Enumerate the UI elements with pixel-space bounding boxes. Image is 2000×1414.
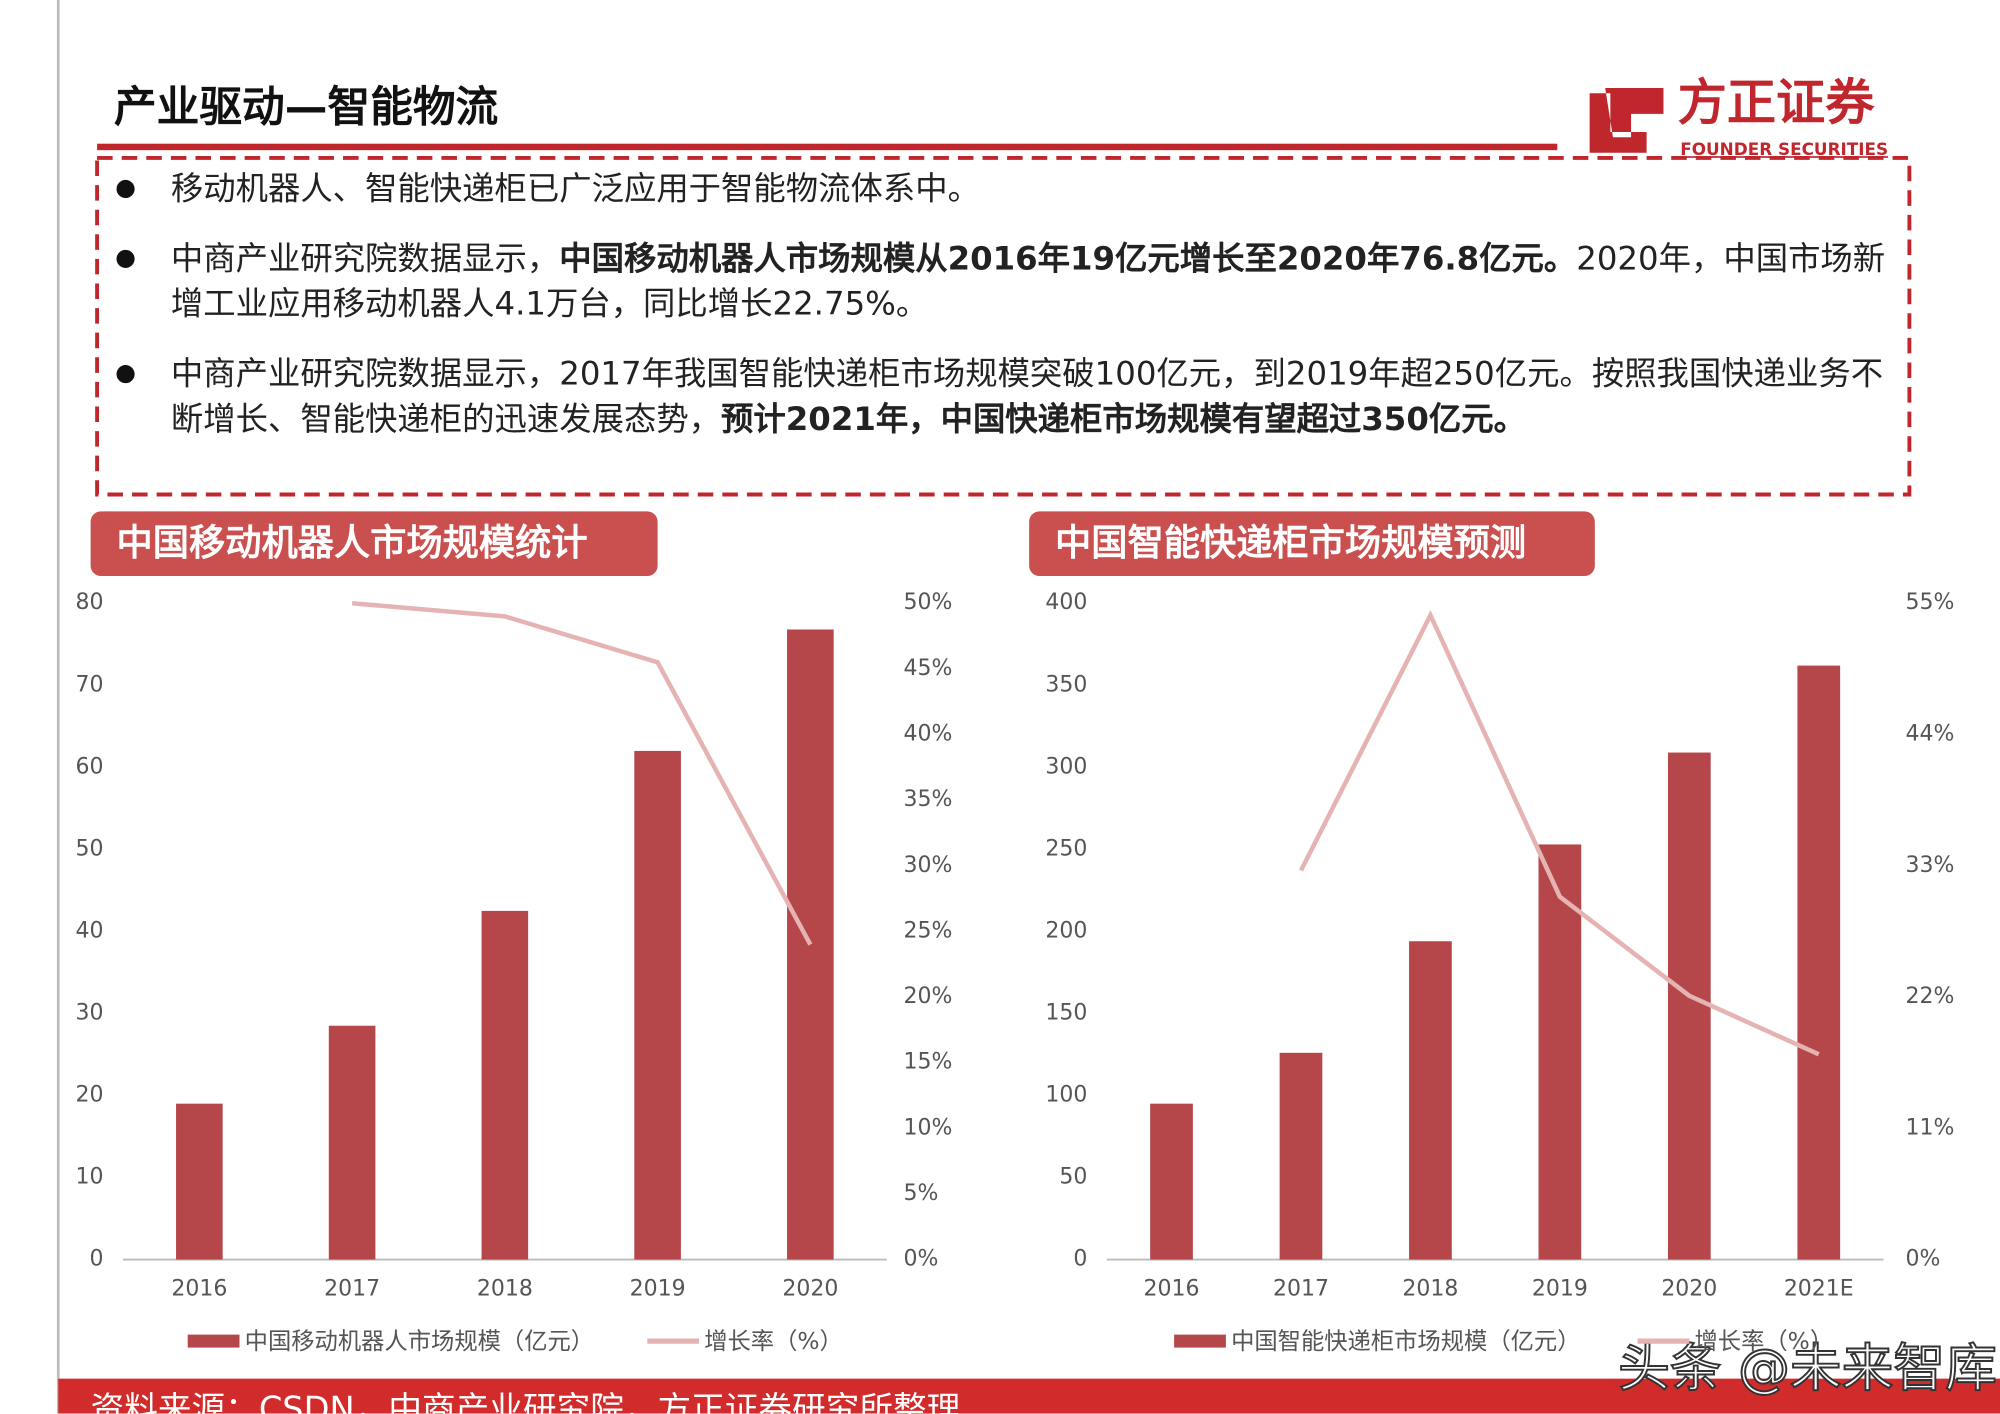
- bar: [481, 910, 529, 1260]
- y2-tick-label: 44%: [1906, 721, 1955, 746]
- bullet-text: 2020年，中国市场新增工业应用移动机器人4.1万台，同比增长22.75%。: [170, 239, 1886, 323]
- legend-swatch: [187, 1334, 240, 1348]
- bar: [1797, 665, 1841, 1260]
- x-tick-label: 2016: [1144, 1276, 1200, 1301]
- y-tick-label: 70: [76, 672, 104, 697]
- y-tick-label: 100: [1045, 1082, 1087, 1107]
- chart-title: 中国移动机器人市场规模统计: [117, 521, 588, 564]
- text-box: [95, 155, 1912, 497]
- bar: [176, 1103, 223, 1260]
- logo-cn: 方正证券: [1678, 74, 1876, 132]
- chart-title-box: [1029, 511, 1595, 577]
- y-tick-label: 150: [1045, 1000, 1087, 1025]
- bullet: 移动机器人、智能快递柜已广泛应用于智能物流体系中。: [110, 166, 1890, 211]
- y2-tick-label: 55%: [1906, 590, 1955, 615]
- x-tick-label: 2020: [1661, 1276, 1717, 1301]
- y2-tick-label: 25%: [904, 918, 953, 943]
- x-tick-label: 2017: [324, 1276, 380, 1301]
- y-tick-label: 300: [1045, 754, 1087, 779]
- watermark: 头条 @未来智库: [1618, 1339, 1997, 1399]
- x-tick-label: 2016: [171, 1276, 227, 1301]
- x-tick-label: 2017: [1273, 1276, 1329, 1301]
- y-tick-label: 30: [76, 1000, 104, 1025]
- bar: [1538, 844, 1582, 1260]
- y2-tick-label: 10%: [904, 1115, 953, 1140]
- x-tick-label: 2019: [630, 1276, 686, 1301]
- source: 资料来源：CSDN，中商产业研究院，方正证券研究所整理: [91, 1390, 961, 1414]
- y-tick-label: 0: [90, 1247, 104, 1272]
- legend-swatch: [1174, 1334, 1226, 1348]
- line: [351, 600, 813, 946]
- chart-title: 中国智能快递柜市场规模预测: [1055, 521, 1526, 564]
- bar: [634, 750, 681, 1260]
- y2-tick-label: 50%: [904, 590, 953, 615]
- y2-tick-label: 35%: [904, 787, 953, 812]
- y-tick-label: 50: [1059, 1165, 1087, 1190]
- y2-tick-label: 5%: [904, 1181, 939, 1206]
- y-tick-label: 50: [76, 836, 104, 861]
- y-tick-label: 60: [76, 754, 104, 779]
- legend-label: 增长率（%）: [1695, 1328, 1834, 1355]
- logo-mark: [1589, 88, 1664, 153]
- title-rule: [97, 143, 1558, 151]
- y2-tick-label: 30%: [904, 853, 953, 878]
- y2-tick-label: 20%: [904, 984, 953, 1009]
- bullet-list: 移动机器人、智能快递柜已广泛应用于智能物流体系中。 中商产业研究院数据显示，中国移…: [110, 166, 1890, 466]
- x-tick-label: 2019: [1532, 1276, 1588, 1301]
- x-tick-label: 2018: [477, 1276, 533, 1301]
- bullet-text: 中商产业研究院数据显示，2017年我国智能快递柜市场规模突破100亿元，到201…: [170, 354, 1884, 438]
- y-tick-label: 200: [1045, 918, 1087, 943]
- y-tick-label: 250: [1045, 836, 1087, 861]
- line: [1298, 609, 1820, 1057]
- y2-tick-label: 40%: [904, 721, 953, 746]
- bar: [1279, 1052, 1323, 1260]
- y2-tick-label: 15%: [904, 1050, 953, 1075]
- logo-en: FOUNDER SECURITIES: [1680, 139, 1888, 159]
- bar: [1409, 941, 1452, 1260]
- x-tick-label: 2020: [782, 1276, 838, 1301]
- y2-tick-label: 0%: [1906, 1247, 1941, 1272]
- y2-tick-label: 33%: [1906, 853, 1955, 878]
- bar: [1150, 1103, 1193, 1260]
- y-tick-label: 80: [76, 590, 104, 615]
- legend-label: 中国智能快递柜市场规模（亿元）: [1231, 1328, 1580, 1355]
- page-title: 产业驱动—智能物流: [114, 83, 498, 133]
- x-tick-label: 2021E: [1784, 1276, 1854, 1301]
- chart-title-box: [90, 511, 658, 577]
- bullet-text: 中国移动机器人市场规模从2016年19亿元增长至2020年76.8亿元。: [559, 239, 1577, 278]
- bullet-text: 移动机器人、智能快递柜已广泛应用于智能物流体系中。: [170, 169, 980, 208]
- y-tick-label: 40: [76, 918, 104, 943]
- y-tick-label: 400: [1045, 590, 1087, 615]
- y2-tick-label: 45%: [904, 656, 953, 681]
- y2-tick-label: 11%: [1906, 1115, 1955, 1140]
- y-tick-label: 350: [1045, 672, 1087, 697]
- y-tick-label: 0: [1073, 1247, 1087, 1272]
- y-tick-label: 10: [76, 1165, 104, 1190]
- legend-label: 中国移动机器人市场规模（亿元）: [245, 1328, 594, 1355]
- bullet: 中商产业研究院数据显示，2017年我国智能快递柜市场规模突破100亿元，到201…: [110, 351, 1890, 442]
- bullet: 中商产业研究院数据显示，中国移动机器人市场规模从2016年19亿元增长至2020…: [110, 236, 1890, 327]
- source-band: [58, 1378, 2000, 1414]
- x-tick-label: 2018: [1402, 1276, 1458, 1301]
- y2-tick-label: 22%: [1906, 984, 1955, 1009]
- legend-label: 增长率（%）: [704, 1328, 843, 1355]
- bar: [1667, 752, 1711, 1260]
- y-tick-label: 20: [76, 1082, 104, 1107]
- bullet-text: 中商产业研究院数据显示，: [170, 239, 560, 278]
- bar: [328, 1025, 376, 1260]
- bullet-text: 预计2021年，中国快递柜市场规模有望超过350亿元。: [721, 400, 1526, 438]
- y2-tick-label: 0%: [904, 1247, 939, 1272]
